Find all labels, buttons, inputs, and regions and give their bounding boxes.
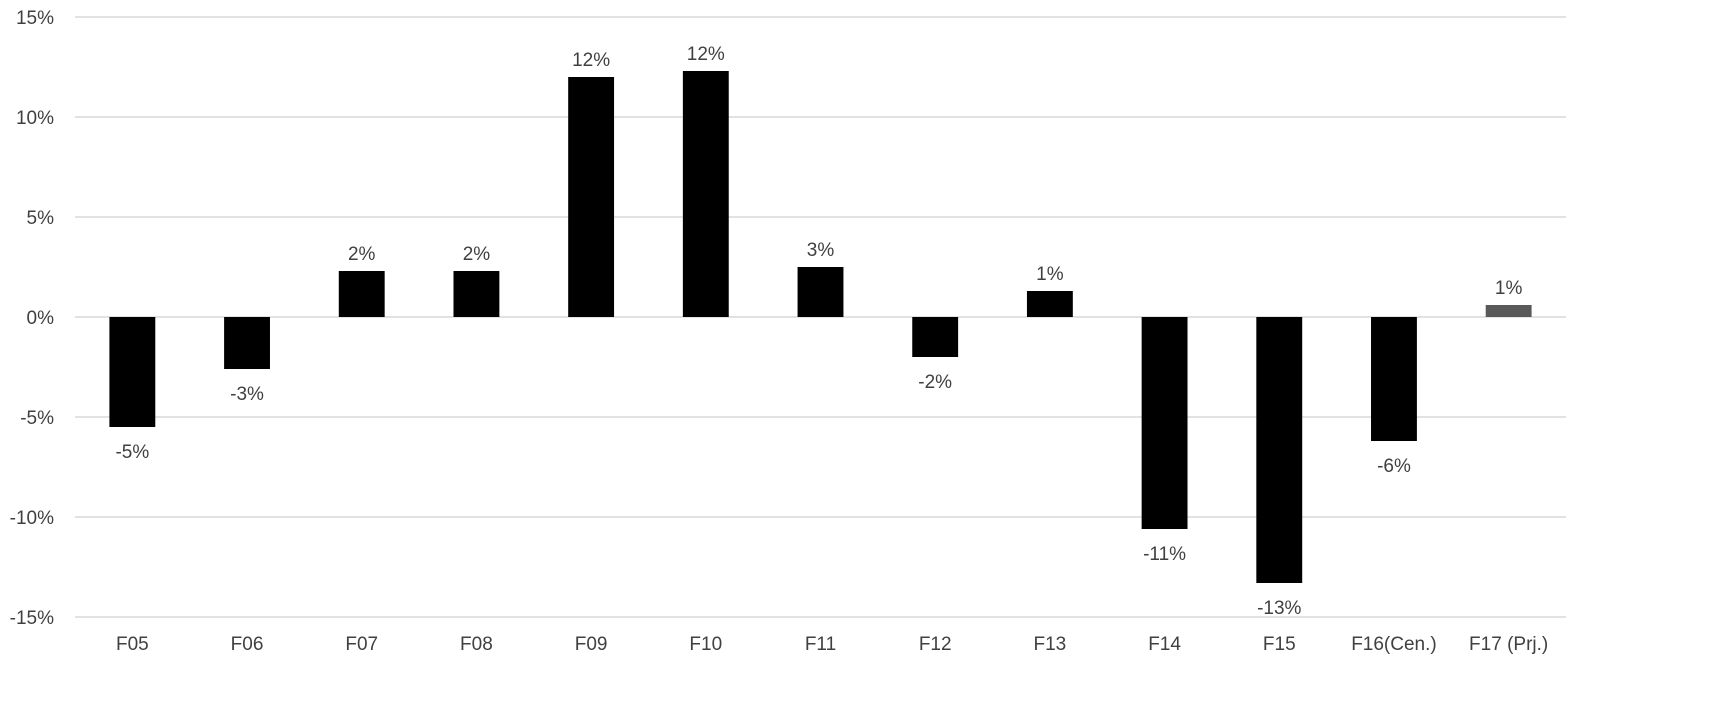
bar-f17-prj [1485, 305, 1532, 317]
data-label: 3% [807, 240, 835, 261]
gridlines [75, 16, 1566, 618]
y-tick-label: -5% [20, 408, 54, 429]
x-category-label: F08 [460, 634, 493, 655]
y-tick-label: -10% [10, 508, 54, 529]
data-label: 12% [572, 50, 610, 71]
bar-f11 [797, 267, 844, 317]
bar-f07 [338, 271, 385, 317]
data-label: 2% [463, 244, 491, 265]
x-category-label: F06 [231, 634, 264, 655]
x-axis-category-labels: F05 F06 F07 F08 F09 F10 F11 F12 F13 F14 F15 F16(Cen… [116, 634, 1548, 655]
y-tick-label: 0% [27, 308, 55, 329]
data-label: -3% [230, 384, 264, 405]
data-labels: -5% -3% 2% 2% 12% 12% 3% -2% 1% -11% -13% -6% 1% [115, 44, 1522, 619]
y-tick-label: 5% [27, 208, 55, 229]
bar-f14 [1141, 317, 1188, 529]
bar-f13 [1026, 291, 1073, 317]
y-axis-tick-labels: 15% 10% 5% 0% -5% -10% -15% [10, 8, 54, 629]
bar-f06 [224, 317, 270, 369]
x-category-label: F07 [345, 634, 378, 655]
bar-f12 [912, 317, 959, 357]
x-category-label: F16(Cen.) [1351, 634, 1437, 655]
bar-f05 [109, 317, 156, 427]
bar-f10 [682, 71, 729, 317]
data-label: 1% [1495, 278, 1523, 299]
data-label: -6% [1377, 456, 1411, 477]
data-label: -5% [115, 442, 149, 463]
x-category-label: F15 [1263, 634, 1296, 655]
bars [109, 71, 1532, 583]
x-category-label: F14 [1148, 634, 1181, 655]
bar-f16-cen [1371, 317, 1417, 441]
bar-f15 [1256, 317, 1303, 583]
x-category-label: F09 [575, 634, 608, 655]
x-category-label: F05 [116, 634, 149, 655]
bar-f09 [568, 77, 615, 317]
x-category-label: F13 [1034, 634, 1067, 655]
x-category-label: F11 [805, 634, 836, 655]
data-label: 1% [1036, 264, 1064, 285]
data-label: 12% [687, 44, 725, 65]
data-label: -13% [1257, 598, 1301, 619]
x-category-label: F12 [919, 634, 952, 655]
bar-f08 [453, 271, 500, 317]
x-category-label: F17 (Prj.) [1469, 634, 1548, 655]
data-label: -2% [918, 372, 952, 393]
data-label: -11% [1143, 544, 1186, 565]
y-tick-label: 10% [16, 108, 54, 129]
data-label: 2% [348, 244, 376, 265]
y-tick-label: -15% [10, 608, 54, 629]
x-category-label: F10 [689, 634, 722, 655]
y-tick-label: 15% [16, 8, 54, 29]
